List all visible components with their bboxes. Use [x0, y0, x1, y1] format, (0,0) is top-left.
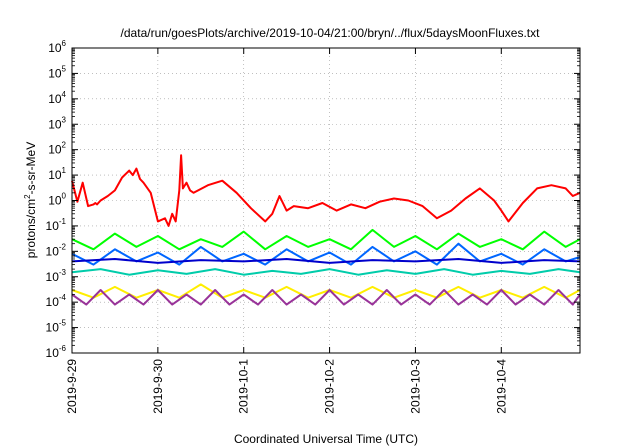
y-tick-label: 104: [48, 90, 66, 106]
grid-lines: [71, 48, 580, 353]
y-tick-label: 106: [48, 39, 66, 55]
y-axis-label-sup: 2: [23, 194, 32, 199]
x-tick-label: 2019-9-29: [65, 359, 79, 414]
y-tick-label: 102: [48, 141, 66, 157]
series-line-6: [71, 283, 581, 299]
y-tick-label: 10-2: [46, 242, 67, 258]
x-tick-label: 2019-10-1: [237, 359, 251, 414]
y-tick-label: 10-3: [46, 268, 67, 284]
y-tick-label: 103: [48, 115, 66, 131]
y-tick-label: 101: [48, 166, 66, 182]
y-axis-label-before: protons/cm: [24, 199, 38, 258]
chart-title: /data/run/goesPlots/archive/2019-10-04/2…: [121, 26, 541, 40]
y-tick-label: 10-5: [46, 319, 67, 335]
series-line-5: [71, 268, 581, 276]
series-line-7: [71, 289, 581, 306]
series-line-3: [71, 242, 581, 266]
x-axis-label: Coordinated Universal Time (UTC): [234, 432, 418, 446]
x-tick-label: 2019-10-2: [323, 359, 337, 414]
x-tick-label: 2019-10-4: [494, 359, 508, 414]
series-line-2: [71, 228, 581, 251]
y-axis: 10-6 10-5 10-4 10-3 10-2 10-1 100 101 102 103 104 1…: [46, 39, 580, 360]
y-tick-label: 100: [48, 192, 66, 208]
series-line-4: [71, 258, 581, 264]
data-series: [71, 154, 581, 306]
series-line-1: [71, 154, 581, 227]
x-tick-label: 2019-10-3: [408, 359, 422, 414]
x-tick-label: 2019-9-30: [151, 359, 165, 414]
y-tick-label: 10-4: [46, 293, 67, 309]
y-tick-label: 105: [48, 64, 66, 80]
y-axis-label-after: -s-sr-MeV: [24, 142, 38, 195]
x-axis: 2019-9-29 2019-9-30 2019-10-1 2019-10-2 2019…: [65, 48, 508, 414]
y-tick-label: 10-6: [46, 344, 67, 360]
y-axis-label: protons/cm2-s-sr-MeV: [23, 142, 38, 258]
y-tick-label: 10-1: [46, 217, 67, 233]
